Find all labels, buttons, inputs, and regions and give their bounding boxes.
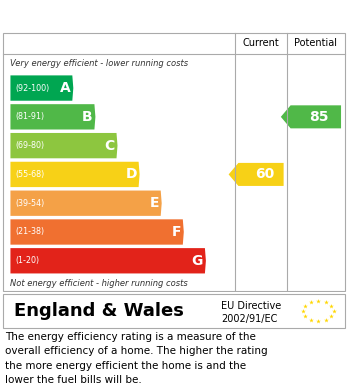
Text: 2002/91/EC: 2002/91/EC [221,314,277,324]
Polygon shape [10,104,95,129]
Text: (92-100): (92-100) [16,84,50,93]
Text: G: G [192,254,203,268]
Text: (69-80): (69-80) [16,141,45,150]
Polygon shape [281,105,341,128]
Text: (55-68): (55-68) [16,170,45,179]
Polygon shape [229,163,284,186]
Text: England & Wales: England & Wales [14,302,184,320]
Text: (1-20): (1-20) [16,256,40,265]
Polygon shape [10,219,184,245]
Text: Very energy efficient - lower running costs: Very energy efficient - lower running co… [10,59,189,68]
Text: Current: Current [243,38,279,48]
Text: C: C [104,139,115,152]
Polygon shape [10,133,118,158]
Text: EU Directive: EU Directive [221,301,281,312]
Text: A: A [60,81,71,95]
Text: (21-38): (21-38) [16,228,45,237]
Polygon shape [10,248,206,273]
Text: 85: 85 [309,110,329,124]
Text: E: E [149,196,159,210]
Text: Energy Efficiency Rating: Energy Efficiency Rating [9,7,238,25]
Text: 60: 60 [255,167,274,181]
Text: (39-54): (39-54) [16,199,45,208]
Text: F: F [172,225,181,239]
Polygon shape [10,162,140,187]
Text: B: B [82,110,93,124]
Text: D: D [125,167,137,181]
Polygon shape [10,75,73,101]
Text: Not energy efficient - higher running costs: Not energy efficient - higher running co… [10,279,188,288]
Polygon shape [10,190,162,216]
Text: Potential: Potential [294,38,337,48]
Text: The energy efficiency rating is a measure of the
overall efficiency of a home. T: The energy efficiency rating is a measur… [5,332,268,385]
Text: (81-91): (81-91) [16,112,45,121]
